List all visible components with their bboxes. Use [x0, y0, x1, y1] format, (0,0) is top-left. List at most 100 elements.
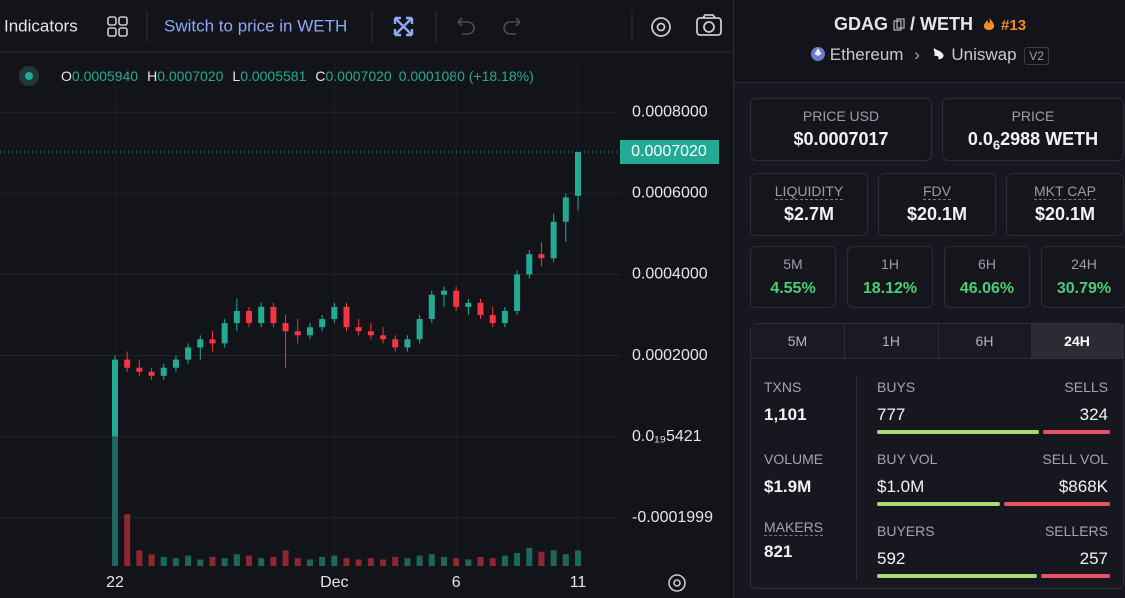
volume-bar	[331, 555, 338, 566]
timeframe-tab[interactable]: 6H	[938, 324, 1032, 358]
y-tick-label: 0.0006000	[632, 185, 708, 202]
chain-name[interactable]: Ethereum	[829, 45, 904, 64]
ohlc-value: 0.0005940	[72, 68, 138, 84]
candle-body	[416, 319, 423, 340]
volume-bar	[185, 555, 192, 566]
candle-body	[185, 347, 192, 360]
timeframe-tab[interactable]: 1H	[845, 324, 939, 358]
axis-settings-icon[interactable]	[668, 574, 686, 592]
volume-bar	[404, 558, 411, 566]
candle-body	[246, 310, 253, 324]
volume-bar	[221, 558, 228, 566]
stat-value: $1.0M	[877, 477, 925, 496]
stat-value: 1,101	[764, 405, 807, 424]
y-tick-label: -0.0001999	[632, 509, 713, 526]
screenshot-icon[interactable]	[696, 14, 722, 36]
undo-icon[interactable]	[457, 17, 475, 35]
timeframe-tab[interactable]: 24H	[1031, 324, 1124, 358]
grid	[0, 60, 620, 568]
change-card[interactable]: 5M 4.55%	[750, 246, 836, 308]
settings-icon[interactable]	[651, 17, 671, 37]
visibility-dot[interactable]	[25, 72, 33, 80]
candle-body	[112, 359, 118, 437]
candle-body	[514, 274, 521, 311]
ohlc-legend: O0.0005940 H0.0007020 L0.0005581 C0.0007020…	[61, 68, 534, 84]
candle-body	[562, 197, 569, 222]
price-zero-count: 6	[992, 137, 1001, 153]
toolbar	[0, 0, 732, 52]
candle-body	[404, 339, 411, 348]
volume-bar	[392, 556, 399, 566]
volume-bar	[233, 554, 240, 566]
card-label: PRICE	[1011, 108, 1055, 124]
timeframe-tab[interactable]: 5M	[751, 324, 845, 358]
volume-bar	[416, 555, 423, 566]
volume-bar	[319, 556, 326, 566]
volume-bar	[453, 558, 460, 566]
dex-version: V2	[1024, 47, 1049, 65]
copy-icon[interactable]	[893, 18, 905, 31]
change-label: 1H	[881, 256, 899, 272]
dex-name[interactable]: Uniswap	[951, 45, 1017, 64]
y-tick-label: 0.0004000	[632, 266, 708, 283]
volume-bar	[550, 550, 557, 566]
price-native-card: PRICE 0.062988 WETH	[942, 98, 1124, 161]
buy-bar	[877, 430, 1039, 434]
fullscreen-icon[interactable]	[393, 16, 414, 37]
change-card[interactable]: 24H 30.79%	[1041, 246, 1125, 308]
change-card[interactable]: 6H 46.06%	[944, 246, 1030, 308]
metric-card: LIQUIDITY $2.7M	[750, 173, 868, 236]
candle-body	[477, 302, 484, 315]
stat-label: BUY VOL	[877, 451, 938, 467]
volume-bar	[306, 559, 313, 566]
switch-price-button[interactable]: Switch to price in WETH	[164, 16, 347, 35]
buy-bar	[877, 502, 1000, 506]
indicators-button[interactable]: Indicators	[4, 16, 78, 35]
card-label: LIQUIDITY	[751, 183, 867, 200]
volume-bar	[258, 558, 265, 566]
redo-icon[interactable]	[503, 17, 521, 35]
candle-body	[367, 331, 374, 336]
stat-label: SELLERS	[1044, 523, 1108, 539]
volume-bar	[501, 555, 508, 566]
stat-value: 777	[877, 405, 906, 424]
candle-body	[526, 254, 533, 275]
ohlc-value: 0.0007020	[157, 68, 223, 84]
metric-card: MKT CAP $20.1M	[1006, 173, 1124, 236]
candle-body	[575, 152, 581, 196]
volume-bar	[136, 550, 143, 566]
stat-label: TXNS	[764, 379, 802, 395]
metric-card: FDV $20.1M	[878, 173, 996, 236]
change-card[interactable]: 1H 18.12%	[847, 246, 933, 308]
candle-body	[355, 327, 362, 332]
metric-label: LIQUIDITY	[774, 183, 844, 200]
volume-bar	[124, 514, 131, 566]
divider	[856, 376, 857, 580]
candle-body	[233, 310, 240, 324]
volume-bar	[428, 554, 435, 566]
buy-bar	[877, 574, 1037, 578]
layout-icon[interactable]	[107, 16, 128, 37]
candle-body	[172, 359, 179, 368]
chart-bg	[0, 0, 732, 598]
candle-body	[465, 302, 472, 307]
sell-bar	[1042, 430, 1110, 434]
metric-label: FDV	[923, 183, 951, 200]
candle-body	[136, 367, 143, 372]
card-value: 0.062988 WETH	[943, 129, 1123, 153]
card-label: MKT CAP	[1007, 183, 1123, 200]
candle-body	[501, 310, 508, 324]
x-tick-label: 22	[106, 574, 124, 591]
trending-rank[interactable]: #13	[1001, 17, 1027, 34]
volume-bar	[246, 555, 253, 566]
change-value: 30.79%	[1056, 280, 1112, 297]
stat-label: SELLS	[1064, 379, 1108, 395]
volume-bar	[270, 556, 277, 566]
change-label: 5M	[783, 256, 803, 272]
volume-bar	[575, 550, 581, 566]
stat-value: $1.9M	[764, 477, 812, 496]
base-symbol: GDAG	[833, 14, 888, 34]
price-rest: 2988 WETH	[1000, 129, 1099, 149]
change-value: 18.12%	[862, 280, 918, 297]
